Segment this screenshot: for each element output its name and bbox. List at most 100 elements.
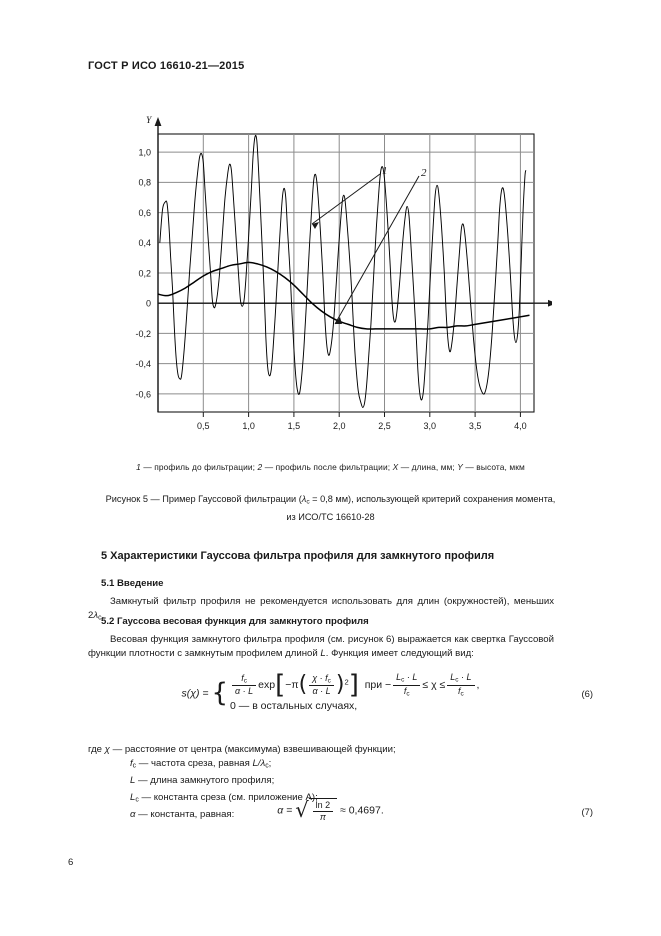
eq6-Lc-symbol-2: L [450, 672, 456, 682]
eq6-minus: − [385, 678, 392, 691]
series-curve-2 [158, 261, 530, 330]
eq6-prefactor-den: α · L [235, 686, 254, 697]
x-axis-arrowhead [548, 299, 552, 307]
y-axis-arrowhead [154, 117, 162, 126]
caption-line-1-part-a: Рисунок 5 — Пример Гауссовой фильтрации … [105, 494, 302, 504]
eq6-Lc-subscript-2: c [455, 676, 459, 684]
eq6-fc-symbol: f [241, 672, 244, 683]
section-5-1-heading: 5.1 Введение [101, 578, 164, 589]
standard-designation: ГОСТ Р ИСО 16610-21—2015 [88, 60, 245, 72]
def-L-symbol: L [130, 775, 136, 787]
def-alpha-text: — константа, равная: [135, 809, 235, 821]
eq6-left-limit-num: Lc · L [393, 672, 421, 686]
eq6-left-limit-den: fc [393, 686, 420, 699]
callout-1-leader [311, 173, 381, 225]
eq6-Lc-symbol: L [396, 672, 402, 682]
equation-7-number: (7) [581, 806, 593, 817]
gaussian-filter-plot: -0,6 -0,4 -0,2 0 0,2 0,4 0,6 0,8 1,0 0,5 1,0 1,5 2,0… [135, 116, 552, 431]
x-tick-label: 2,0 [333, 421, 346, 431]
symbol-definition-list: fc — частота среза, равная L/λc; L — дли… [130, 757, 318, 823]
legend-item-2-text: — профиль после фильтрации; [262, 462, 393, 472]
caption-line-1-part-b: = 0,8 мм), использующей критерий сохране… [309, 494, 556, 504]
eq6-lhs: s(χ) = [181, 687, 209, 700]
y-tick-label: -0,2 [135, 329, 151, 339]
eq6-left-bracket: [ [275, 669, 286, 700]
eq6-inequality: ≤ χ ≤ [422, 678, 446, 691]
sec51-text-a: Замкнутый фильтр профиля не рекомендуетс… [88, 596, 554, 621]
eq6-fc-subscript: c [243, 677, 247, 685]
x-tick-label: 0,5 [197, 421, 210, 431]
def-Lc-text: — константа среза (см. приложение А); [138, 792, 318, 804]
eq6-prefactor-num: fc [232, 672, 257, 687]
sec51-lambda-symbol: λ [93, 610, 99, 621]
eq6-case-2: 0 — в остальных случаях, [230, 700, 358, 713]
eq6-exp-word: exp [258, 678, 276, 691]
caption-lambda-symbol: λ [301, 494, 307, 504]
def-fc-tail-end: ; [268, 758, 272, 769]
sec51-lambda-subscript: c [98, 614, 102, 622]
def-L-text: — длина замкнутого профиля; [135, 775, 275, 787]
eq6-brace: { [211, 678, 229, 709]
y-tick-label: 0 [146, 299, 151, 309]
eq6-Lc-rest: · L [404, 672, 418, 682]
sec52-L-symbol: L [320, 648, 326, 659]
eq6-lim-den-symbol-2: f [458, 685, 461, 696]
eq6-trailing-comma: , [476, 678, 480, 691]
def-fc-tail-subscript: c [265, 762, 269, 770]
y-tick-label: 1,0 [138, 148, 151, 158]
eq7-result: ≈ 0,4697. [340, 804, 384, 817]
callout-2-leader [334, 175, 420, 325]
section-5-2-paragraph: Весовая функция замкнутого фильтра профи… [88, 633, 554, 661]
sec51-text-b: . [101, 610, 105, 621]
eq6-right-limit-den: fc [447, 686, 474, 699]
definition-item-Lc: Lc — константа среза (см. приложение А); [130, 791, 318, 808]
eq6-lim-den-subscript: c [406, 690, 410, 698]
where-rest: — расстояние от центра (максимума) взвеш… [109, 744, 396, 755]
y-tick-label: -0,4 [135, 359, 151, 369]
eq6-right-limit-fraction: Lc · L fc [447, 672, 475, 699]
series-curve-1 [159, 134, 527, 408]
legend-y-symbol: Y [457, 462, 463, 472]
legend-item-2-number: 2 [257, 462, 263, 472]
x-tick-label: 3,0 [424, 421, 437, 431]
y-axis-label: Y [146, 116, 153, 126]
def-Lc-subscript: c [135, 796, 139, 804]
where-word: где [88, 744, 105, 755]
x-tick-label: 1,5 [288, 421, 301, 431]
eq6-power: 2 [344, 677, 349, 687]
callout-1-arrowhead [312, 222, 319, 229]
section-5-2-heading: 5.2 Гауссова весовая функция для замкнут… [101, 616, 369, 627]
eq6-right-paren: ) [335, 672, 345, 698]
def-fc-symbol: f [130, 758, 133, 769]
figure-legend: 1 — профиль до фильтрации; 2 — профиль п… [0, 462, 661, 472]
eq7-lhs: α = [277, 804, 293, 817]
sec52-text-b: . Функция имеет следующий вид: [325, 648, 474, 659]
eq7-radicand-num: ln 2 [312, 800, 334, 813]
eq6-Lc-rest-2: · L [458, 672, 472, 682]
def-alpha-symbol: α [130, 809, 136, 821]
definition-item-alpha: α — константа, равная: [130, 808, 318, 822]
y-tick-label: 0,6 [138, 208, 151, 218]
x-tick-label: 3,5 [469, 421, 482, 431]
eq6-lim-den-symbol: f [403, 685, 407, 696]
figure-5-chart: -0,6 -0,4 -0,2 0 0,2 0,4 0,6 0,8 1,0 0,5 1,0 1,5 2,0… [112, 112, 552, 462]
eq6-inner-num-text: χ · f [312, 672, 328, 683]
eq6-left-paren: ( [298, 672, 308, 698]
where-clause: где χ — расстояние от центра (максимума)… [88, 743, 554, 757]
eq6-inner-num: χ · fc [309, 673, 334, 687]
eq6-inner-fraction: χ · fc α · L [309, 673, 334, 698]
eq6-pri-word: при [364, 678, 383, 691]
eq6-inner-num-subscript: c [327, 677, 331, 685]
eq6-minus-pi: −π [285, 678, 299, 691]
x-tick-label: 1,0 [242, 421, 255, 431]
eq7-radicand-den: π [319, 812, 326, 823]
def-fc-text: — частота среза, равная [136, 758, 253, 769]
